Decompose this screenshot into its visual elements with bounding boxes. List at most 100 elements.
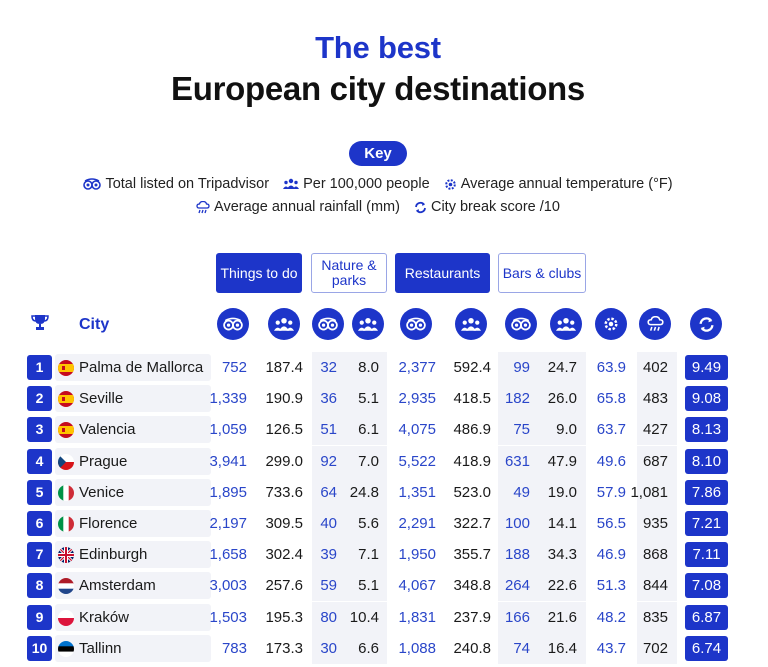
column-stripe	[637, 414, 677, 446]
tripadvisor-icon	[312, 308, 344, 340]
value-cell: 10.4	[349, 608, 379, 626]
column-stripe	[637, 508, 677, 539]
value-cell: 418.9	[453, 452, 491, 470]
city-cell: Edinburgh	[55, 541, 211, 569]
value-cell: 1,658	[209, 546, 247, 564]
people-icon	[268, 308, 300, 340]
thermometer-gear-icon	[595, 308, 627, 340]
column-stripe	[498, 632, 586, 664]
table-row: 6 Florence 2,197 309.5 40 5.6 2,291 322.7 100 14.…	[0, 508, 768, 539]
value-cell: 34.3	[547, 546, 577, 564]
value-cell: 1,339	[209, 390, 247, 408]
refresh-score-icon	[690, 308, 722, 340]
value-cell: 46.9	[596, 546, 626, 564]
key-text-score: City break score /10	[430, 199, 560, 215]
key-text-tripadvisor: Total listed on Tripadvisor	[105, 176, 270, 192]
key-text-rainfall: Average annual rainfall (mm)	[214, 199, 400, 215]
value-cell: 6.6	[358, 639, 379, 657]
value-cell: 40	[320, 515, 337, 532]
city-name: Tallinn	[79, 639, 122, 657]
value-cell: 1,059	[209, 421, 247, 439]
value-cell: 9.0	[556, 421, 577, 439]
value-cell: 4,075	[398, 421, 436, 439]
value-cell: 257.6	[265, 577, 303, 595]
value-cell: 5.1	[358, 577, 379, 595]
column-stripe	[498, 383, 586, 415]
trophy-icon	[31, 315, 49, 330]
people-icon	[455, 308, 487, 340]
city-break-score: 6.87	[685, 604, 728, 630]
city-break-score: 9.49	[685, 355, 728, 380]
city-cell: Florence	[55, 510, 211, 537]
rank-badge: 6	[27, 511, 52, 536]
value-cell: 49	[513, 483, 530, 501]
column-stripe	[637, 352, 677, 383]
table-row: 8 Amsterdam 3,003 257.6 59 5.1 4,067 348.8 264 22…	[0, 570, 768, 602]
city-name: Palma de Mallorca	[79, 359, 204, 376]
city-cell: Amsterdam	[55, 572, 211, 600]
city-break-score: 9.08	[685, 386, 728, 412]
rank-badge: 5	[27, 479, 52, 505]
city-name: Amsterdam	[79, 577, 156, 595]
rank-badge: 10	[27, 635, 52, 661]
value-cell: 59	[320, 577, 337, 595]
value-cell: 783	[221, 639, 247, 657]
people-icon	[550, 308, 582, 340]
value-cell: 844	[642, 577, 668, 595]
value-cell: 322.7	[453, 515, 491, 532]
value-cell: 5.6	[358, 515, 379, 532]
value-cell: 2,377	[398, 359, 436, 376]
table-row: 4 Prague 3,941 299.0 92 7.0 5,522 418.9 631 47.9 4…	[0, 445, 768, 477]
city-break-score: 7.08	[685, 573, 728, 599]
column-stripe	[637, 570, 677, 602]
value-cell: 22.6	[547, 577, 577, 595]
value-cell: 1,503	[209, 608, 247, 626]
value-cell: 6.1	[358, 421, 379, 439]
value-cell: 7.1	[358, 546, 379, 564]
value-cell: 39	[320, 546, 337, 564]
value-cell: 687	[642, 452, 668, 470]
value-cell: 182	[504, 390, 530, 408]
city-break-score: 6.74	[685, 635, 728, 661]
value-cell: 100	[504, 515, 530, 532]
value-cell: 21.6	[547, 608, 577, 626]
city-name: Valencia	[79, 421, 136, 439]
value-cell: 51.3	[596, 577, 626, 595]
value-cell: 2,197	[209, 515, 247, 532]
value-cell: 299.0	[265, 452, 303, 470]
key-text-people: Per 100,000 people	[303, 176, 430, 192]
column-stripe	[312, 570, 387, 602]
column-stripe	[498, 445, 586, 477]
value-cell: 126.5	[265, 421, 303, 439]
rank-badge: 3	[27, 417, 52, 443]
value-cell: 16.4	[547, 639, 577, 657]
tripadvisor-icon	[400, 308, 432, 340]
value-cell: 483	[642, 390, 668, 408]
column-stripe	[312, 383, 387, 415]
column-stripe	[312, 632, 387, 664]
value-cell: 1,895	[209, 483, 247, 501]
city-break-score: 7.11	[685, 542, 728, 568]
value-cell: 1,351	[398, 483, 436, 501]
city-cell: Valencia	[55, 416, 211, 444]
value-cell: 1,950	[398, 546, 436, 564]
value-cell: 63.9	[596, 359, 626, 376]
column-stripe	[637, 632, 677, 664]
column-stripe	[312, 508, 387, 539]
flag-ee-icon	[58, 640, 74, 657]
city-cell: Kraków	[55, 603, 211, 631]
column-stripe	[312, 539, 387, 571]
column-stripe	[498, 601, 586, 633]
title-line-2: European city destinations	[171, 70, 585, 107]
value-cell: 631	[504, 452, 530, 470]
value-cell: 935	[642, 515, 668, 532]
tripadvisor-icon	[505, 308, 537, 340]
table-row: 10 Tallinn 783 173.3 30 6.6 1,088 240.8 74 16.4 43…	[0, 632, 768, 664]
value-cell: 43.7	[596, 639, 626, 657]
value-cell: 24.7	[547, 359, 577, 376]
value-cell: 80	[320, 608, 337, 626]
rank-badge: 2	[27, 386, 52, 412]
value-cell: 57.9	[596, 483, 626, 501]
value-cell: 187.4	[265, 359, 303, 376]
rank-badge: 7	[27, 542, 52, 568]
